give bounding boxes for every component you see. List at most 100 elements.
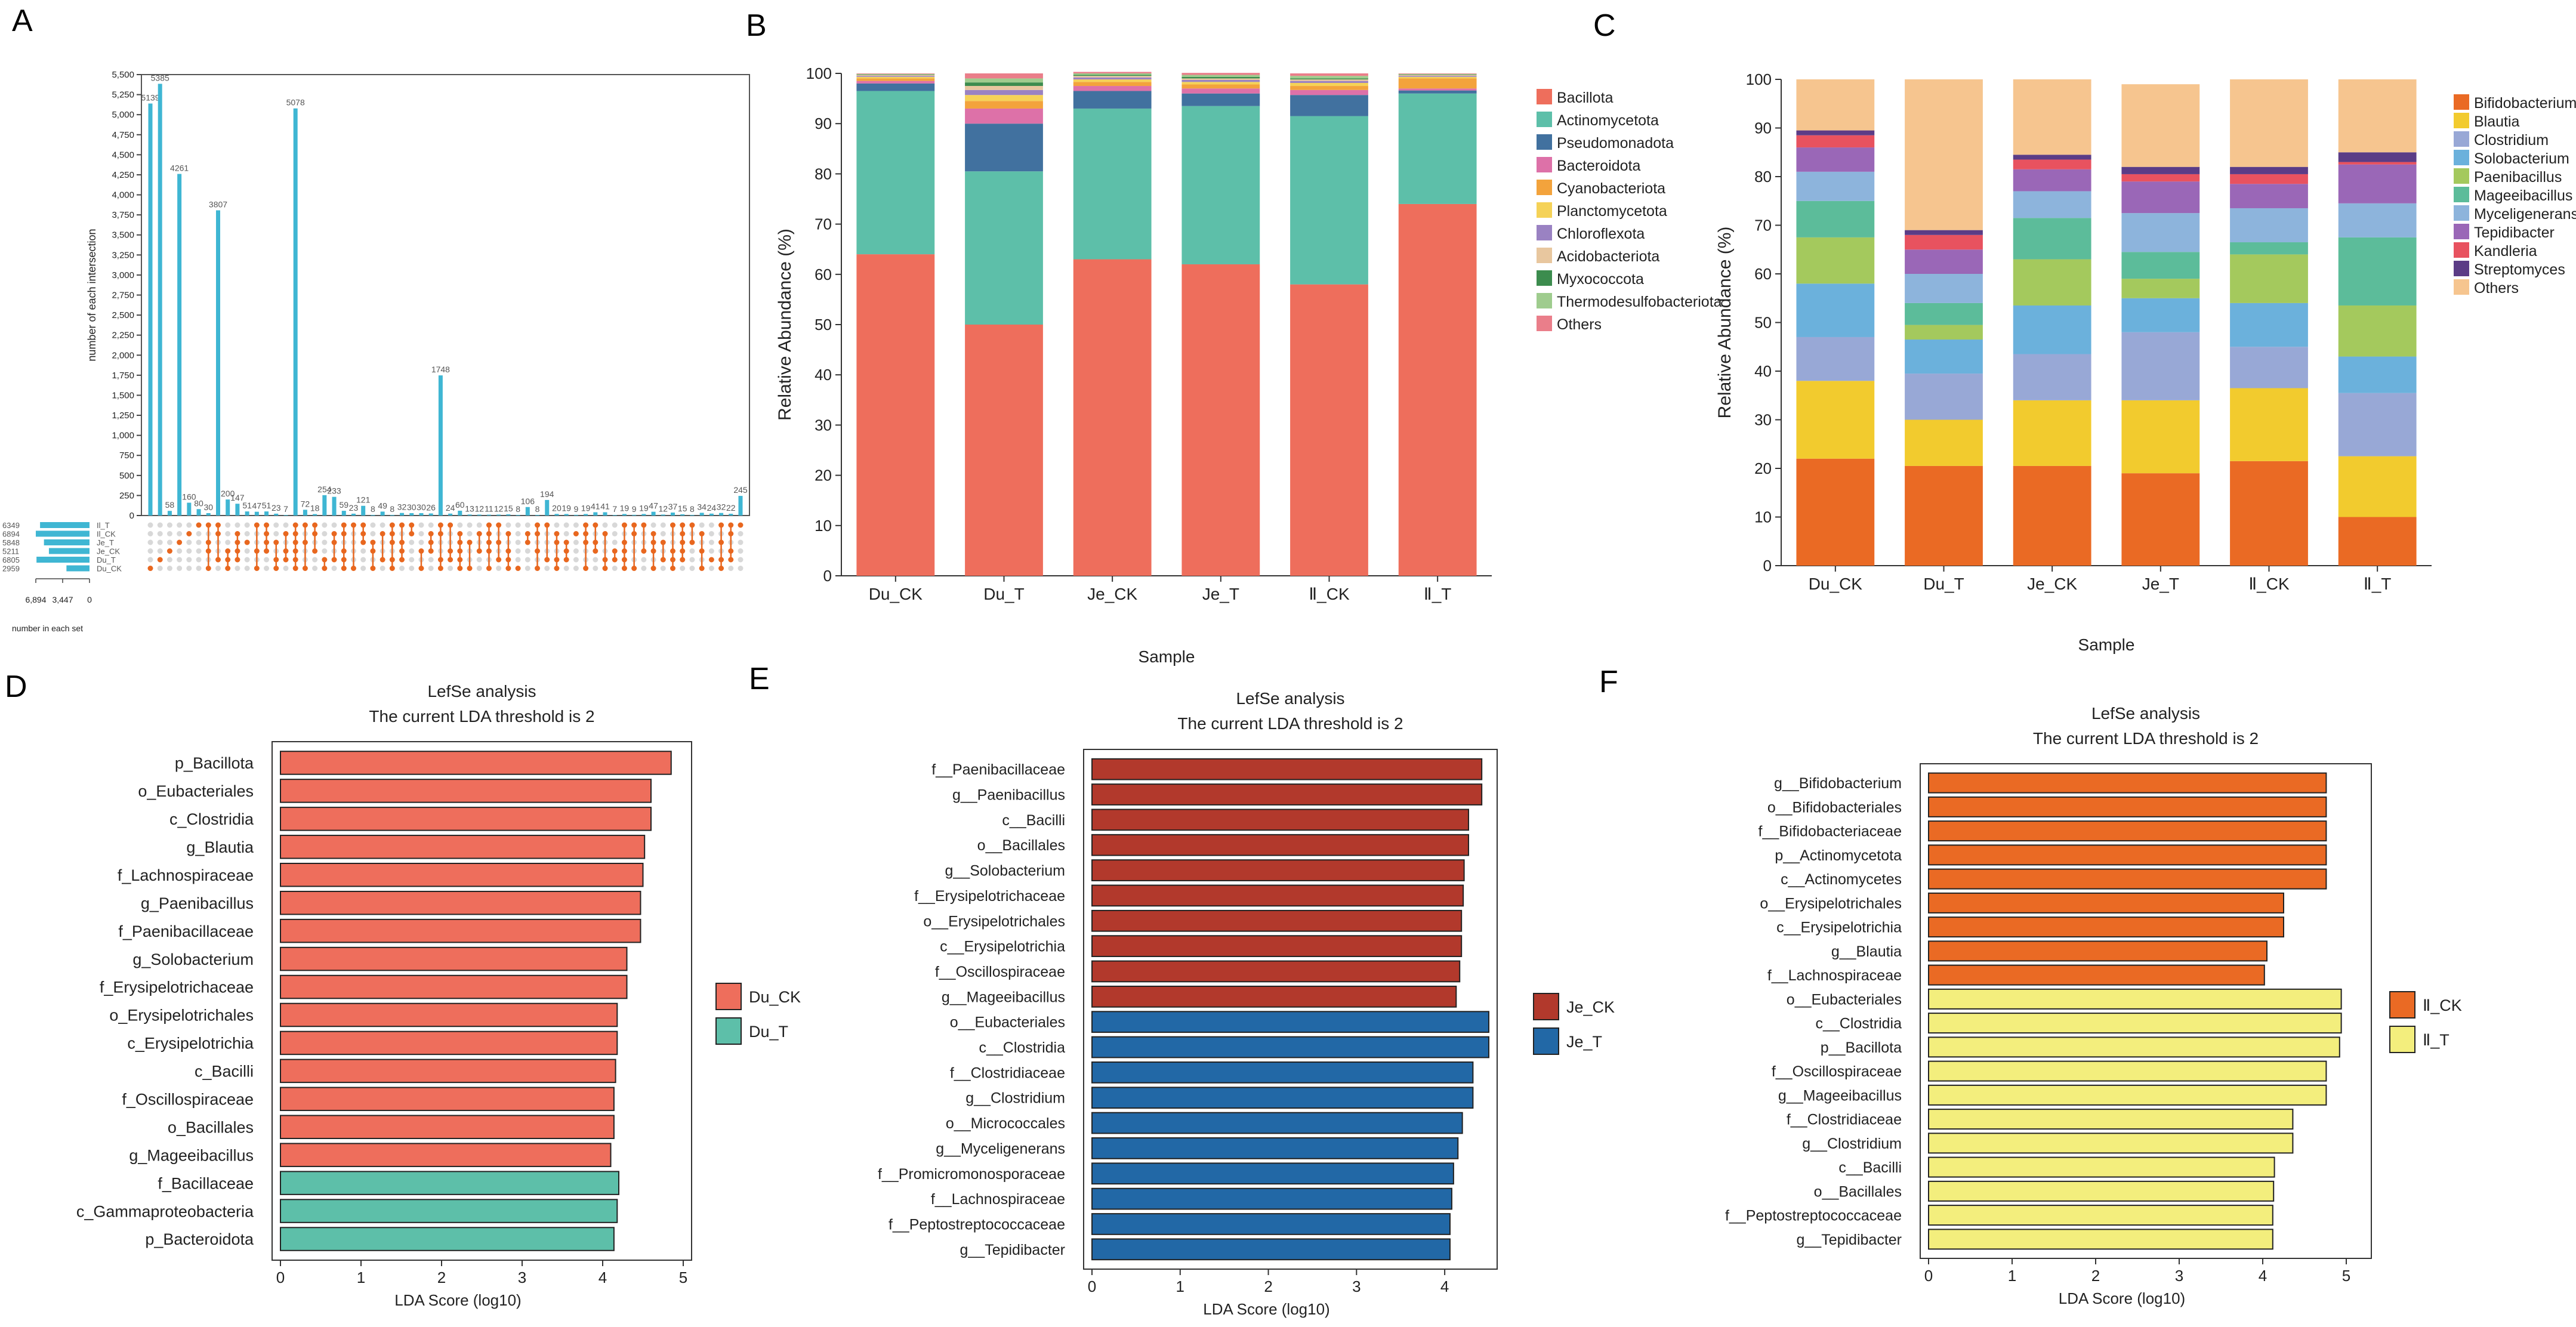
intersection-value-label: 72 bbox=[301, 499, 310, 508]
panel-label-d: D bbox=[5, 669, 27, 704]
legend-swatch bbox=[715, 1017, 742, 1045]
intersection-value-label: 41 bbox=[600, 501, 610, 511]
stack-segment-clostridium bbox=[1905, 374, 1983, 420]
intersection-bar bbox=[158, 84, 162, 516]
intersection-bar bbox=[680, 514, 685, 516]
stack-segment-paenibacillus bbox=[2338, 305, 2417, 357]
intersection-bar bbox=[603, 512, 607, 516]
stack-segment-myceligenerans bbox=[1905, 274, 1983, 303]
panel-label-a: A bbox=[12, 4, 33, 38]
intersection-value-label: 1748 bbox=[431, 365, 450, 374]
set-axis-tick-label: 3,447 bbox=[52, 595, 73, 604]
legend-label: Bifidobacterium bbox=[2474, 95, 2576, 112]
x-tick-label: Ⅱ_CK bbox=[2248, 575, 2290, 593]
lda-bar bbox=[1928, 892, 2284, 914]
legend-swatch bbox=[2454, 131, 2469, 147]
lda-bar bbox=[280, 1030, 618, 1056]
matrix-dot-inactive bbox=[322, 548, 328, 554]
legend-label: Actinomycetota bbox=[1557, 112, 1659, 129]
matrix-dot-inactive bbox=[612, 566, 618, 571]
intersection-value-label: 12 bbox=[474, 504, 484, 513]
stack-segment-cyanobacteriota bbox=[965, 101, 1043, 109]
intersection-bar bbox=[390, 514, 394, 516]
y-tick-label: 70 bbox=[815, 215, 832, 233]
x-tick-label: 3 bbox=[2175, 1267, 2183, 1285]
matrix-dot-inactive bbox=[738, 531, 744, 536]
taxon-label: o__Bifidobacteriales bbox=[1767, 799, 1902, 816]
intersection-bar bbox=[332, 496, 337, 516]
stack-segment-clostridium bbox=[2121, 332, 2200, 400]
taxon-label: g__Mageeibacillus bbox=[942, 989, 1065, 1005]
stack-segment-myxococcota bbox=[1181, 76, 1260, 79]
stack-segment-kandleria bbox=[1796, 135, 1875, 148]
legend-label: Thermodesulfobacteriota bbox=[1557, 294, 1722, 310]
lda-bar bbox=[1091, 1238, 1451, 1261]
matrix-dot-inactive bbox=[177, 557, 183, 563]
intersection-bar bbox=[245, 511, 249, 516]
stack-segment-myceligenerans bbox=[1796, 171, 1875, 201]
lda-bar bbox=[1928, 1060, 2327, 1082]
matrix-dot-inactive bbox=[225, 531, 231, 536]
intersection-value-label: 26 bbox=[426, 503, 436, 513]
stack-segment-actinomycetota bbox=[1290, 116, 1368, 285]
lda-bar bbox=[280, 1227, 615, 1251]
lda-bar bbox=[1091, 1162, 1454, 1185]
y-tick-label: 4,000 bbox=[112, 190, 134, 200]
lda-bar bbox=[280, 1171, 619, 1195]
matrix-dot-inactive bbox=[147, 531, 153, 536]
matrix-dot-inactive bbox=[708, 539, 714, 545]
intersection-bar bbox=[651, 511, 656, 516]
lda-bar bbox=[1091, 758, 1483, 780]
x-tick-label: 2 bbox=[437, 1269, 446, 1286]
taxon-label: g__Mageeibacillus bbox=[1778, 1087, 1902, 1104]
matrix-dot-inactive bbox=[428, 522, 434, 528]
lda-bar bbox=[280, 946, 628, 971]
matrix-dot-inactive bbox=[380, 566, 385, 571]
stack-segment-streptomyces bbox=[1905, 230, 1983, 235]
lda-bar bbox=[1091, 783, 1483, 806]
taxon-label: g__Bifidobacterium bbox=[1774, 775, 1902, 792]
stack-segment-streptomyces bbox=[2338, 152, 2417, 162]
legend-label: Streptomyces bbox=[2474, 261, 2565, 278]
taxon-label: g_Solobacterium bbox=[132, 950, 254, 968]
matrix-dot-inactive bbox=[563, 566, 569, 571]
y-tick-label: 100 bbox=[1746, 70, 1772, 88]
lda-bar bbox=[280, 1087, 615, 1112]
taxon-label: g__Paenibacillus bbox=[952, 787, 1065, 804]
intersection-value-label: 80 bbox=[194, 498, 203, 508]
stack-segment-tepidibacter bbox=[1796, 147, 1875, 172]
matrix-dot-inactive bbox=[166, 566, 172, 571]
matrix-dot-active bbox=[177, 539, 183, 545]
stack-segment-myceligenerans bbox=[2338, 203, 2417, 237]
y-tick-label: 3,250 bbox=[112, 250, 134, 260]
legend-swatch bbox=[1533, 993, 1559, 1020]
legend-label: Others bbox=[2474, 280, 2519, 297]
stack-segment-paenibacillus bbox=[2121, 279, 2200, 298]
stack-segment-others bbox=[1181, 73, 1260, 75]
intersection-value-label: 106 bbox=[521, 496, 535, 506]
lda-bar bbox=[1091, 808, 1470, 831]
matrix-dot-inactive bbox=[166, 531, 172, 536]
lda-bar bbox=[1091, 1187, 1452, 1210]
intersection-bar bbox=[215, 210, 220, 516]
legend-swatch bbox=[1537, 202, 1552, 218]
stack-segment-clostridium bbox=[2338, 393, 2417, 456]
intersection-value-label: 233 bbox=[327, 486, 341, 496]
stack-segment-thermodesulfobacteriota bbox=[1181, 75, 1260, 77]
stack-segment-cyanobacteriota bbox=[1290, 86, 1368, 90]
set-size-value: 6894 bbox=[2, 530, 20, 539]
intersection-value-label: 34 bbox=[697, 502, 707, 511]
matrix-dot-inactive bbox=[612, 531, 618, 536]
x-tick-label: 0 bbox=[276, 1269, 285, 1286]
taxon-label: f__Lachnospiraceae bbox=[1767, 967, 1902, 984]
stack-segment-acidobacteriota bbox=[1290, 79, 1368, 81]
legend-swatch bbox=[2454, 205, 2469, 221]
stack-segment-others bbox=[2230, 79, 2308, 167]
intersection-value-label: 15 bbox=[504, 504, 513, 513]
intersection-value-label: 8 bbox=[516, 504, 520, 514]
matrix-dot-inactive bbox=[708, 522, 714, 528]
matrix-dot-inactive bbox=[728, 566, 734, 571]
set-axis-tick-label: 0 bbox=[87, 595, 92, 604]
intersection-bar bbox=[438, 375, 443, 516]
stack-segment-actinomycetota bbox=[1398, 93, 1477, 204]
